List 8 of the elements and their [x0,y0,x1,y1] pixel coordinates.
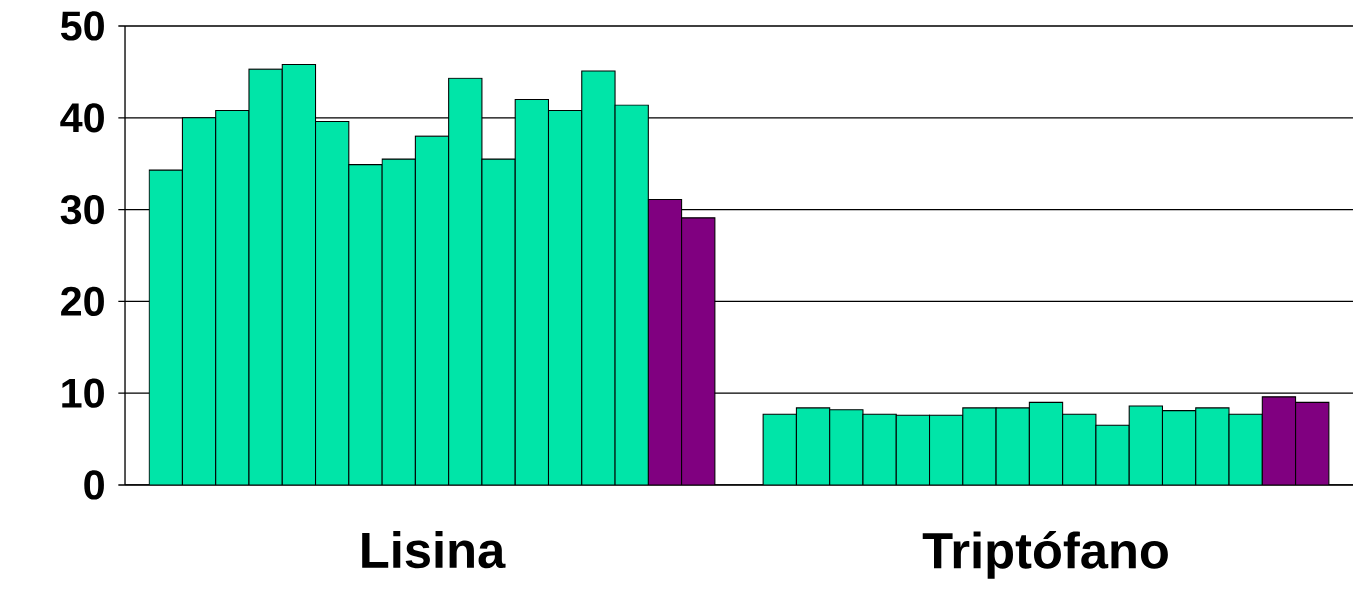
y-tick-label: 0 [84,470,104,500]
y-tick-label: 30 [60,194,104,225]
y-tick-label: 10 [62,378,104,408]
x-tick-label: Lisina [362,531,506,569]
x-tick-label: Triptófano [922,531,1168,579]
y-tick-label: 50 [60,11,104,41]
y-tick-label: 20 [61,286,104,317]
y-tick-label: 40 [60,103,104,133]
